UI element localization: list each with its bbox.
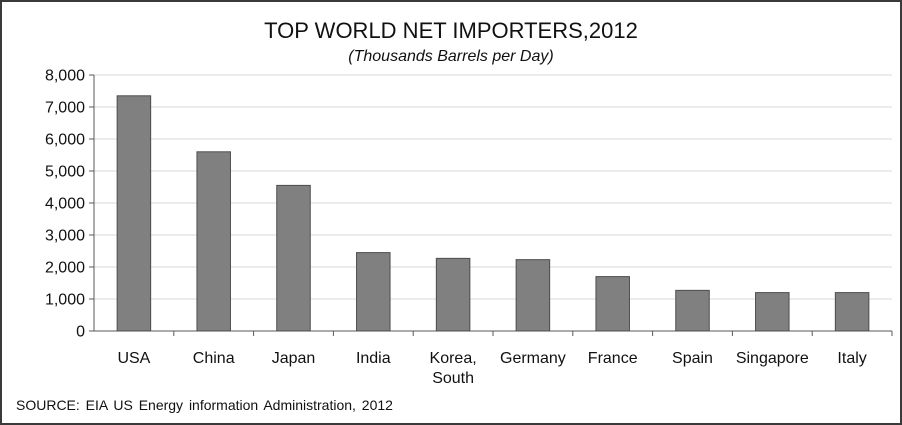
y-tick-label: 1,000 bbox=[45, 292, 85, 309]
x-tick-label: Italy bbox=[837, 350, 866, 367]
x-tick-label: China bbox=[193, 350, 235, 367]
y-tick-label: 0 bbox=[76, 324, 85, 341]
x-tick-label: Germany bbox=[500, 350, 566, 367]
y-tick-label: 4,000 bbox=[45, 196, 85, 213]
y-tick-label: 5,000 bbox=[45, 164, 85, 181]
x-tick-labels: USA China Japan India Korea, South Germany Fran… bbox=[117, 350, 866, 387]
x-tick-label: Singapore bbox=[736, 350, 809, 367]
x-tick-label: USA bbox=[117, 350, 150, 367]
y-tick-label: 2,000 bbox=[45, 260, 85, 277]
chart-title: TOP WORLD NET IMPORTERS,2012 bbox=[264, 18, 638, 43]
x-tick-label: Korea, South bbox=[430, 350, 477, 387]
x-tick-label: Spain bbox=[672, 350, 713, 367]
y-tick-labels: 0 1,000 2,000 3,000 4,000 5,000 6,000 7,000 8,00… bbox=[45, 68, 85, 341]
y-tick-label: 8,000 bbox=[45, 68, 85, 85]
bar bbox=[755, 292, 790, 332]
bar bbox=[435, 257, 471, 332]
y-tick-label: 7,000 bbox=[45, 100, 85, 117]
bar bbox=[196, 151, 231, 332]
chart-subtitle: (Thousands Barrels per Day) bbox=[348, 48, 554, 65]
bar bbox=[515, 259, 551, 332]
bar bbox=[675, 289, 710, 332]
y-tick-label: 6,000 bbox=[45, 132, 85, 149]
bar bbox=[356, 252, 391, 332]
bar bbox=[595, 276, 630, 332]
x-tick-label: France bbox=[588, 350, 638, 367]
source-note: SOURCE: EIA US Energy information Admini… bbox=[16, 397, 393, 413]
bar bbox=[834, 292, 870, 332]
bars bbox=[116, 95, 870, 332]
x-tick-label: Japan bbox=[272, 350, 316, 367]
bar bbox=[276, 184, 311, 332]
bar bbox=[116, 95, 152, 332]
x-tick-label: India bbox=[356, 350, 391, 367]
y-tick-label: 3,000 bbox=[45, 228, 85, 245]
